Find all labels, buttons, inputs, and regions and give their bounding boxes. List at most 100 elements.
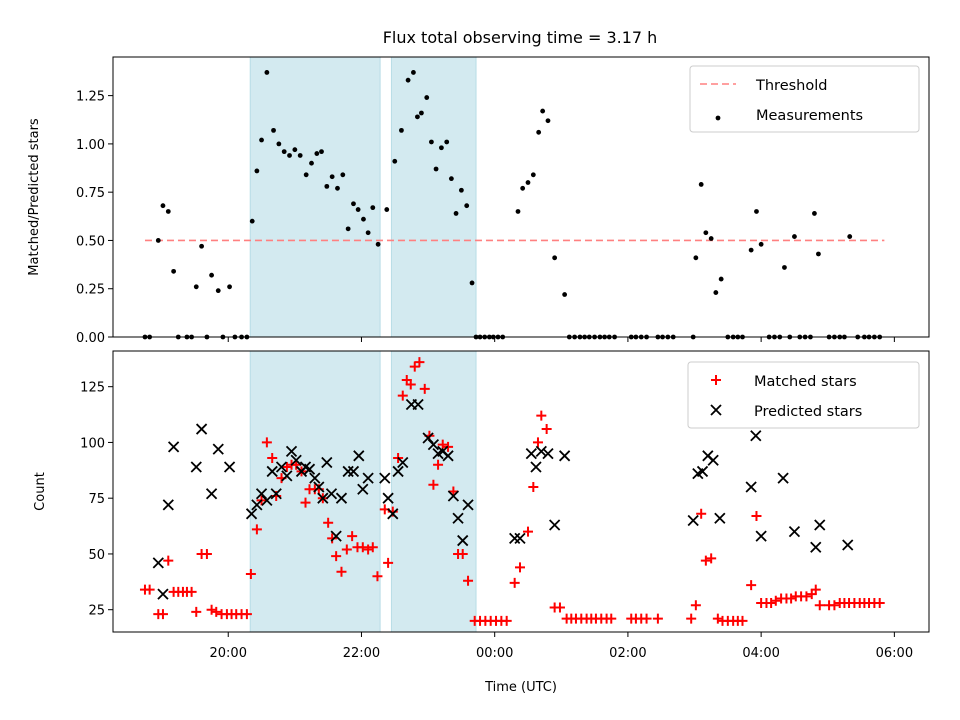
measurement-point (453, 211, 459, 216)
measurement-point (297, 153, 303, 158)
predicted-star-point (392, 465, 404, 478)
y-tick-label: 50 (88, 548, 105, 563)
predicted-star-point (167, 441, 180, 453)
measurement-point (365, 230, 371, 236)
y-tick-label: 125 (80, 381, 105, 396)
measurement-point (384, 207, 390, 212)
legend-label: Predicted stars (754, 404, 862, 420)
matched-star-point (541, 424, 552, 435)
predicted-star-point (525, 447, 537, 460)
matched-star-point (163, 555, 174, 566)
predicted-star-point (325, 488, 338, 500)
measurement-point (355, 207, 361, 212)
predicted-star-point (788, 526, 801, 538)
predicted-star-point (714, 512, 726, 524)
count-points (139, 357, 885, 626)
matched-star-point (367, 542, 378, 553)
y-tick-label: 100 (80, 436, 105, 451)
predicted-star-point (212, 443, 224, 455)
matched-star-point (383, 557, 394, 568)
y-tick-label: 0.25 (76, 283, 105, 298)
matched-star-point (201, 548, 212, 559)
predicted-star-point (157, 588, 169, 600)
matched-star-point (554, 602, 565, 613)
predicted-star-point (317, 492, 329, 504)
matched-star-point (267, 453, 278, 464)
matched-star-point (751, 511, 762, 522)
measurement-point (433, 166, 439, 172)
predicted-star-point (379, 472, 391, 484)
legend-predicted-swatch (710, 404, 722, 416)
predicted-star-point (362, 472, 374, 484)
predicted-star-point (509, 532, 521, 544)
predicted-star-point (387, 508, 399, 520)
matched-star-point (341, 544, 352, 555)
measurement-point (552, 255, 558, 261)
predicted-star-point (755, 530, 767, 542)
matched-star-point (515, 562, 526, 573)
measurement-point (405, 77, 411, 83)
predicted-star-point (270, 488, 282, 500)
matched-star-point (801, 591, 812, 602)
matched-star-point (331, 551, 342, 562)
matched-star-point (211, 606, 222, 617)
measurement-point (458, 187, 464, 193)
matched-star-point (157, 609, 168, 620)
measurement-point (254, 168, 260, 174)
predicted-star-point (777, 472, 789, 484)
measurement-point (536, 129, 542, 135)
predicted-star-point (696, 465, 709, 478)
observing-windows (249, 56, 477, 338)
matched-star-point (414, 357, 425, 368)
matched-star-point (686, 613, 697, 624)
matched-star-point (829, 600, 840, 611)
predicted-star-point (810, 541, 822, 553)
measurement-point (469, 280, 475, 286)
predicted-star-point (397, 456, 409, 469)
observing-windows (249, 350, 477, 633)
matched-star-point (397, 390, 408, 401)
ratio-axes-frame (112, 56, 930, 338)
matched-star-point (336, 566, 347, 577)
matched-star-point (281, 461, 292, 472)
predicted-star-point (245, 508, 258, 520)
y-tick-label: 1.00 (76, 138, 105, 153)
matched-star-point (186, 586, 197, 597)
measurement-point (287, 153, 292, 158)
matched-star-point (641, 613, 652, 624)
matched-star-point (522, 526, 533, 537)
predicted-star-point (309, 472, 321, 484)
measurement-point (758, 241, 764, 247)
measurement-point (199, 243, 204, 249)
matched-star-point (706, 553, 717, 564)
measurement-point (155, 238, 161, 243)
predicted-star-point (330, 530, 342, 542)
y-tick-label: 0.00 (76, 331, 105, 346)
measurement-point (370, 205, 376, 211)
matched-star-point (766, 598, 777, 609)
measurement-point (319, 149, 324, 155)
matched-star-point (696, 508, 707, 519)
x-tick-label: 06:00 (876, 646, 913, 661)
measurement-point (816, 251, 821, 257)
predicted-star-point (357, 483, 369, 495)
ratio-panel: 0.00 0.25 0.50 0.75 1.00 1.25 Matched/Predict… (27, 56, 930, 346)
measurement-point (713, 290, 719, 295)
matched-star-point (191, 606, 202, 617)
measurement-point (215, 288, 221, 294)
measurement-point (340, 172, 346, 178)
matched-star-point (737, 615, 748, 626)
matched-star-point (419, 383, 430, 394)
predicted-star-point (321, 456, 333, 469)
measurement-point (424, 95, 430, 100)
measurement-point (392, 158, 398, 164)
measurement-point (276, 141, 282, 147)
matched-star-point (245, 569, 256, 580)
matched-star-point (261, 437, 272, 448)
matched-star-point (144, 584, 155, 595)
y-tick-label: 75 (88, 492, 105, 507)
predicted-star-point (275, 461, 288, 473)
y-tick-label: 0.50 (76, 234, 105, 249)
measurement-point (438, 145, 444, 151)
measurement-point (562, 292, 568, 297)
